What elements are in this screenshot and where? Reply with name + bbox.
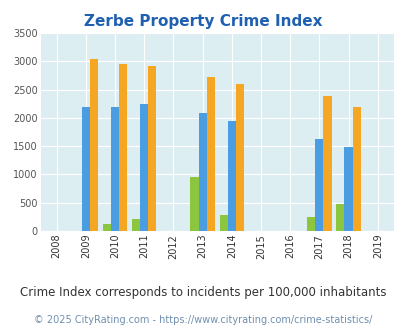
Bar [235, 84, 243, 231]
Bar [315, 139, 323, 231]
Bar [227, 121, 235, 231]
Text: © 2025 CityRating.com - https://www.cityrating.com/crime-statistics/: © 2025 CityRating.com - https://www.city… [34, 315, 371, 325]
Bar [81, 107, 90, 231]
Bar [198, 113, 206, 231]
Bar [335, 204, 343, 231]
Bar [140, 104, 148, 231]
Bar [352, 107, 360, 231]
Text: Zerbe Property Crime Index: Zerbe Property Crime Index [83, 14, 322, 29]
Bar [119, 64, 127, 231]
Bar [306, 217, 315, 231]
Bar [206, 77, 214, 231]
Bar [219, 214, 227, 231]
Bar [132, 218, 140, 231]
Bar [90, 59, 98, 231]
Bar [102, 224, 111, 231]
Bar [323, 96, 331, 231]
Bar [111, 107, 119, 231]
Text: Crime Index corresponds to incidents per 100,000 inhabitants: Crime Index corresponds to incidents per… [20, 285, 385, 299]
Bar [148, 66, 156, 231]
Bar [343, 147, 352, 231]
Bar [190, 177, 198, 231]
